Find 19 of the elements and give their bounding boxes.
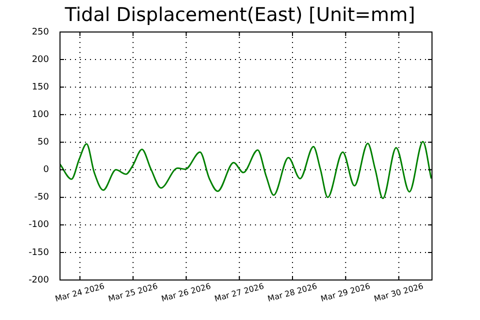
y-tick-label: 150 — [32, 82, 50, 92]
y-tick-label: -50 — [34, 192, 50, 203]
x-tick-label: Mar 24 2026 — [54, 282, 106, 304]
x-tick-label: Mar 28 2026 — [266, 282, 318, 304]
y-tick-label: 250 — [32, 27, 50, 38]
line-series — [60, 140, 432, 200]
y-tick-label: -150 — [28, 248, 50, 258]
y-tick-label: 100 — [32, 110, 50, 120]
y-tick-label: 200 — [32, 54, 50, 65]
y-tick-label: 0 — [43, 165, 50, 176]
x-tick-label: Mar 30 2026 — [373, 282, 424, 304]
chart-title: Tidal Displacement(East) [Unit=mm] — [64, 4, 416, 26]
y-tick-label: -200 — [28, 275, 50, 286]
y-tick-label: -100 — [28, 220, 50, 230]
x-tick-label: Mar 26 2026 — [160, 282, 212, 304]
x-tick-label: Mar 29 2026 — [320, 282, 372, 304]
x-tick-label: Mar 25 2026 — [107, 282, 159, 304]
x-tick-label: Mar 27 2026 — [214, 282, 265, 304]
y-tick-label: 50 — [38, 138, 50, 148]
